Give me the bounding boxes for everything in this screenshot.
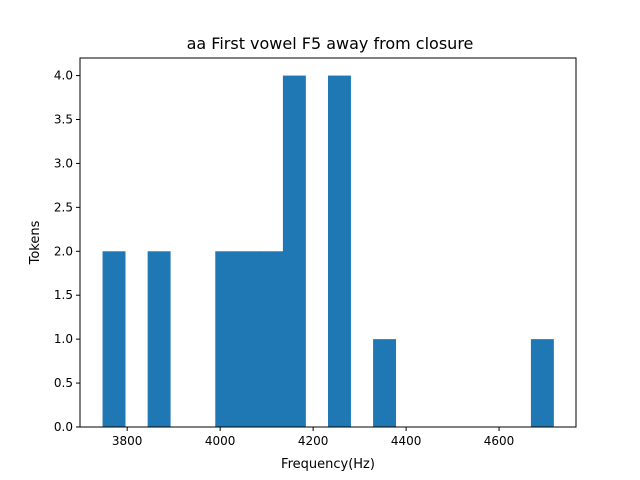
y-tick-label: 3.5: [54, 113, 73, 127]
y-tick-label: 1.5: [54, 288, 73, 302]
x-axis-label: Frequency(Hz): [281, 457, 375, 472]
y-tick-label: 3.0: [54, 156, 73, 170]
y-tick-label: 0.0: [54, 420, 73, 434]
y-axis-ticks: 0.0 0.5 1.0 1.5 2.0 2.5 3.0 3.5 4.0: [54, 69, 80, 434]
histogram-bar: [260, 251, 284, 427]
x-tick-label: 4200: [298, 434, 329, 448]
histogram-bar: [102, 251, 126, 427]
y-axis-label: Tokens: [28, 220, 43, 265]
chart-title: aa First vowel F5 away from closure: [187, 34, 474, 53]
x-axis-ticks: 3800 4000 4200 4400 4600: [112, 427, 514, 448]
histogram-bar: [147, 251, 171, 427]
x-tick-label: 4600: [484, 434, 515, 448]
x-tick-label: 4400: [391, 434, 422, 448]
histogram-bar: [373, 339, 397, 427]
x-tick-label: 4000: [205, 434, 236, 448]
histogram-bar: [282, 75, 306, 428]
x-tick-label: 3800: [112, 434, 143, 448]
histogram-bar: [237, 251, 261, 427]
histogram-bar: [530, 339, 554, 427]
y-tick-label: 2.0: [54, 244, 73, 258]
plot-frame: [79, 57, 577, 428]
y-tick-label: 2.5: [54, 200, 73, 214]
y-tick-label: 0.5: [54, 376, 73, 390]
histogram-bar: [215, 251, 239, 427]
bars-group: [102, 75, 554, 428]
histogram-bar: [328, 75, 351, 428]
y-tick-label: 4.0: [54, 69, 73, 83]
y-tick-label: 1.0: [54, 332, 73, 346]
